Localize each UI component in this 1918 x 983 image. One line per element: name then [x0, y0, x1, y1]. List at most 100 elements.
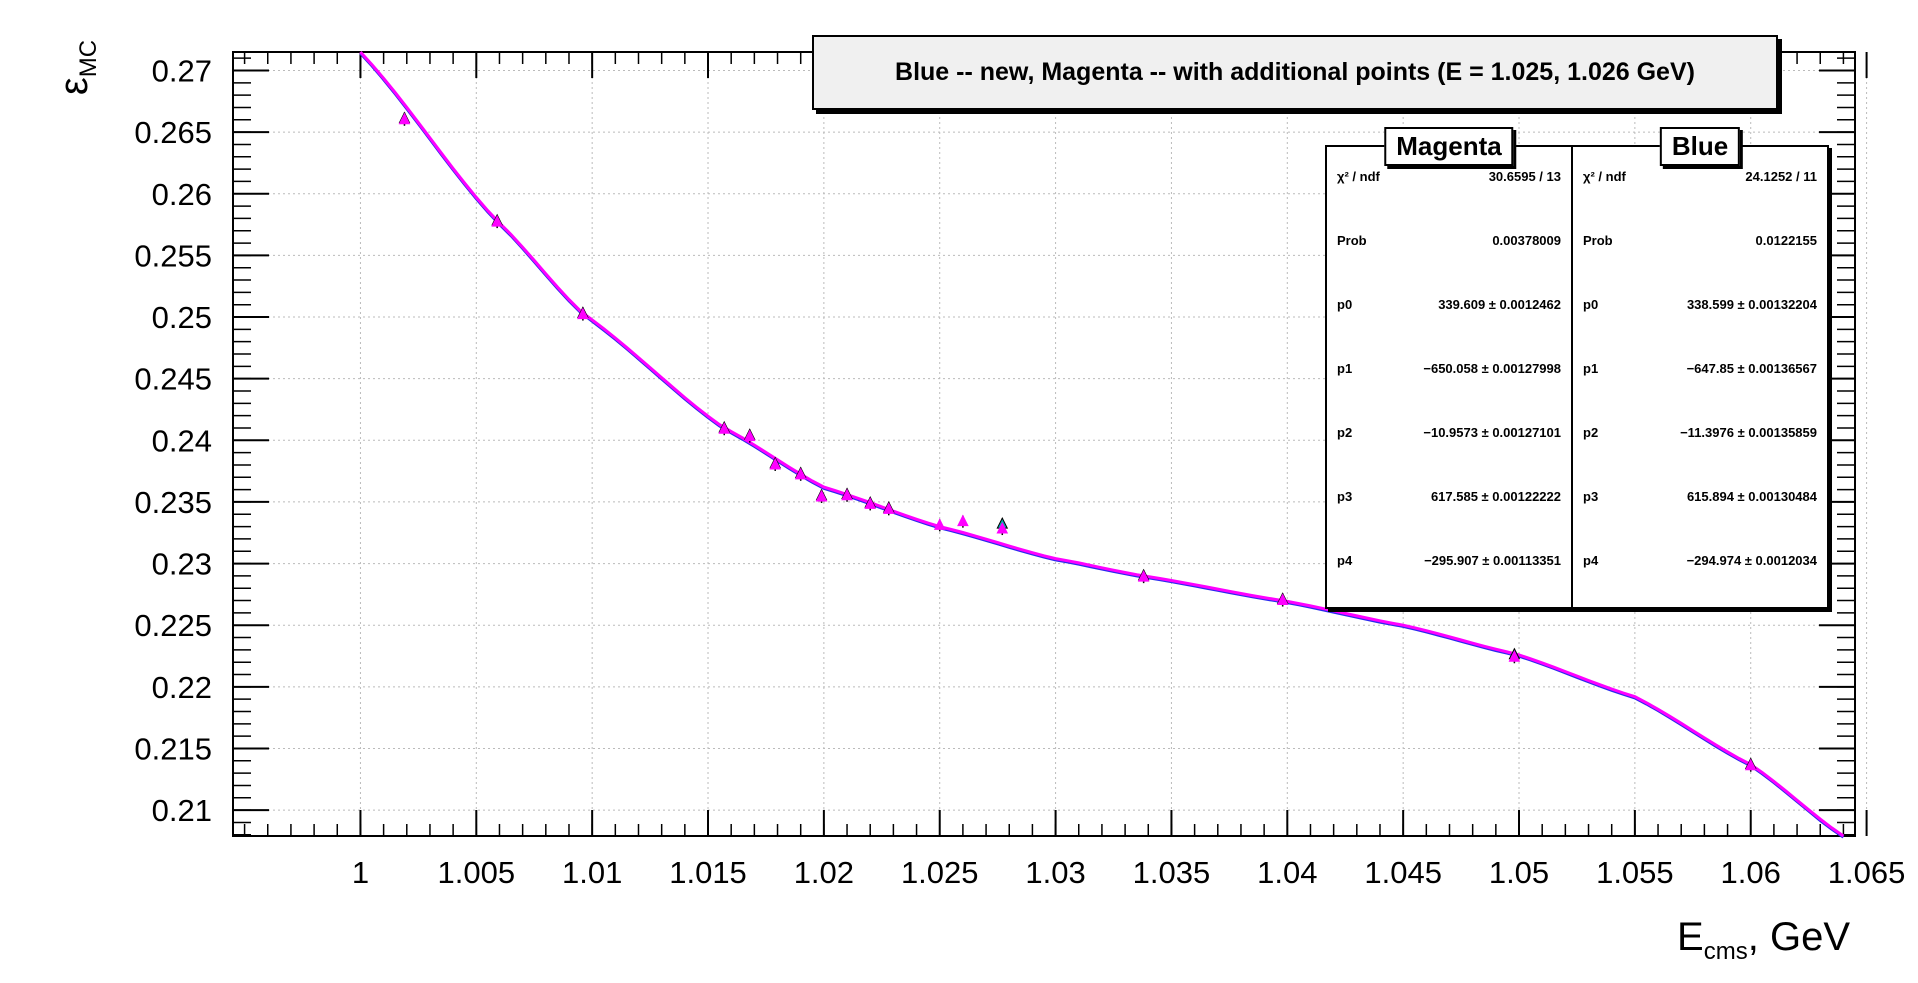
x-tick-label: 1.065	[1828, 855, 1906, 890]
x-tick-labels: 1 1.005 1.01 1.015 1.02 1.025 1.03 1.035 1.04 1.0…	[352, 855, 1906, 890]
y-tick-label: 0.255	[134, 238, 212, 273]
stats-row-value: −10.9573 ± 0.00127101	[1423, 425, 1561, 440]
stats-row-value: 24.1252 / 11	[1745, 169, 1817, 184]
data-point-magenta	[1744, 758, 1757, 771]
stats-box-blue: Blue χ² / ndf 24.1252 / 11 Prob 0.0122155 p0…	[1571, 127, 1829, 609]
stats-row-label: p1	[1583, 361, 1599, 376]
fit-curves	[359, 50, 1845, 839]
stats-row-value: 0.00378009	[1492, 233, 1561, 248]
data-point-magenta	[718, 422, 731, 434]
data-point-magenta	[1508, 650, 1521, 662]
stats-row-label: p0	[1337, 297, 1353, 312]
data-point-magenta	[398, 112, 411, 125]
stats-row-value: −11.3976 ± 0.00135859	[1680, 425, 1817, 440]
stats-row: χ² / ndf 30.6595 / 13	[1337, 169, 1561, 184]
stats-row-value: 30.6595 / 13	[1488, 169, 1561, 184]
stats-row-value: −647.85 ± 0.00136567	[1686, 361, 1817, 376]
x-axis-label-suffix: , GeV	[1747, 915, 1850, 959]
fit-curve-magenta	[359, 50, 1845, 838]
stats-row-label: p4	[1583, 553, 1599, 568]
x-tick-label: 1.035	[1133, 855, 1211, 890]
stats-row: χ² / ndf 24.1252 / 11	[1583, 169, 1817, 184]
y-tick-label: 0.265	[134, 115, 212, 150]
y-tick-label: 0.21	[152, 793, 212, 828]
stats-row: p3 615.894 ± 0.00130484	[1583, 489, 1817, 504]
stats-row: p4 −294.974 ± 0.0012034	[1583, 553, 1817, 568]
y-tick-label: 0.27	[152, 53, 212, 88]
stats-row-value: 0.0122155	[1755, 233, 1817, 248]
y-axis-label: εMC	[52, 40, 103, 95]
x-tick-label: 1.02	[794, 855, 854, 890]
stats-row-label: p3	[1583, 489, 1599, 504]
data-point-magenta	[957, 514, 969, 527]
stats-row: p2 −11.3976 ± 0.00135859	[1583, 425, 1817, 440]
data-point-magenta	[841, 488, 853, 501]
data-point-magenta	[794, 467, 807, 480]
y-tick-label: 0.225	[134, 608, 212, 643]
x-tick-label: 1.03	[1025, 855, 1085, 890]
x-tick-label: 1.04	[1257, 855, 1317, 890]
x-tick-label: 1.055	[1596, 855, 1674, 890]
stats-row: p2 −10.9573 ± 0.00127101	[1337, 425, 1561, 440]
data-points	[398, 111, 1757, 772]
stats-row-value: −295.907 ± 0.00113351	[1424, 553, 1561, 568]
stats-box-magenta: Magenta χ² / ndf 30.6595 / 13 Prob 0.003780…	[1325, 127, 1573, 609]
x-tick-label: 1.01	[562, 855, 622, 890]
stats-row-value: −650.058 ± 0.00127998	[1423, 361, 1561, 376]
x-tick-label: 1.005	[438, 855, 516, 890]
data-point-magenta	[882, 502, 895, 514]
x-axis-label-main: E	[1677, 915, 1704, 959]
data-point-magenta	[743, 429, 756, 442]
data-point-magenta	[996, 521, 1009, 534]
stats-row-label: p1	[1337, 361, 1353, 376]
y-tick-label: 0.24	[152, 423, 212, 458]
stats-row: p0 339.609 ± 0.0012462	[1337, 297, 1561, 312]
stats-row-label: p2	[1337, 425, 1353, 440]
stats-row-label: χ² / ndf	[1583, 169, 1626, 184]
stats-row: p3 617.585 ± 0.00122222	[1337, 489, 1561, 504]
stats-row-value: 615.894 ± 0.00130484	[1686, 489, 1817, 504]
stats-row-label: p4	[1337, 553, 1353, 568]
y-tick-label: 0.22	[152, 670, 212, 705]
chart-title: Blue -- new, Magenta -- with additional …	[812, 35, 1778, 110]
y-tick-labels: 0.21 0.215 0.22 0.225 0.23 0.235 0.24 0.245 0.25…	[134, 53, 212, 828]
data-point-magenta	[1276, 593, 1289, 606]
stats-row: p0 338.599 ± 0.00132204	[1583, 297, 1817, 312]
stats-row-value: 338.599 ± 0.00132204	[1686, 297, 1817, 312]
y-tick-label: 0.25	[152, 300, 212, 335]
x-tick-label: 1.025	[901, 855, 979, 890]
stats-row-value: −294.974 ± 0.0012034	[1686, 553, 1817, 568]
y-tick-label: 0.245	[134, 362, 212, 397]
stats-row: p4 −295.907 ± 0.00113351	[1337, 553, 1561, 568]
stats-row: p1 −647.85 ± 0.00136567	[1583, 361, 1817, 376]
y-axis-label-main: ε	[52, 77, 97, 96]
y-tick-label: 0.235	[134, 485, 212, 520]
x-axis-label: Ecms, GeV	[1677, 915, 1850, 966]
y-tick-label: 0.215	[134, 731, 212, 766]
stats-row: p1 −650.058 ± 0.00127998	[1337, 361, 1561, 376]
data-point-magenta	[864, 497, 877, 509]
stats-row-label: p3	[1337, 489, 1353, 504]
stats-row: Prob 0.0122155	[1583, 233, 1817, 248]
stats-row-label: χ² / ndf	[1337, 169, 1380, 184]
x-axis-label-sub: cms	[1703, 938, 1748, 965]
stats-box-magenta-title: Magenta	[1384, 127, 1514, 166]
stats-row-value: 617.585 ± 0.00122222	[1430, 489, 1561, 504]
stats-row-value: 339.609 ± 0.0012462	[1438, 297, 1561, 312]
stats-row-label: p0	[1583, 297, 1599, 312]
data-point-magenta	[815, 489, 828, 502]
y-tick-label: 0.26	[152, 177, 212, 212]
stats-row: Prob 0.00378009	[1337, 233, 1561, 248]
stats-box-blue-title: Blue	[1659, 127, 1741, 166]
y-axis-label-sub: MC	[75, 39, 103, 78]
stats-row-label: Prob	[1583, 233, 1613, 248]
y-tick-label: 0.23	[152, 547, 212, 582]
data-point-magenta	[933, 518, 946, 530]
data-point-magenta	[491, 214, 503, 227]
x-tick-label: 1	[352, 855, 369, 890]
x-tick-label: 1.06	[1721, 855, 1781, 890]
x-tick-label: 1.05	[1489, 855, 1549, 890]
data-point-magenta	[577, 307, 589, 320]
x-tick-label: 1.045	[1364, 855, 1442, 890]
